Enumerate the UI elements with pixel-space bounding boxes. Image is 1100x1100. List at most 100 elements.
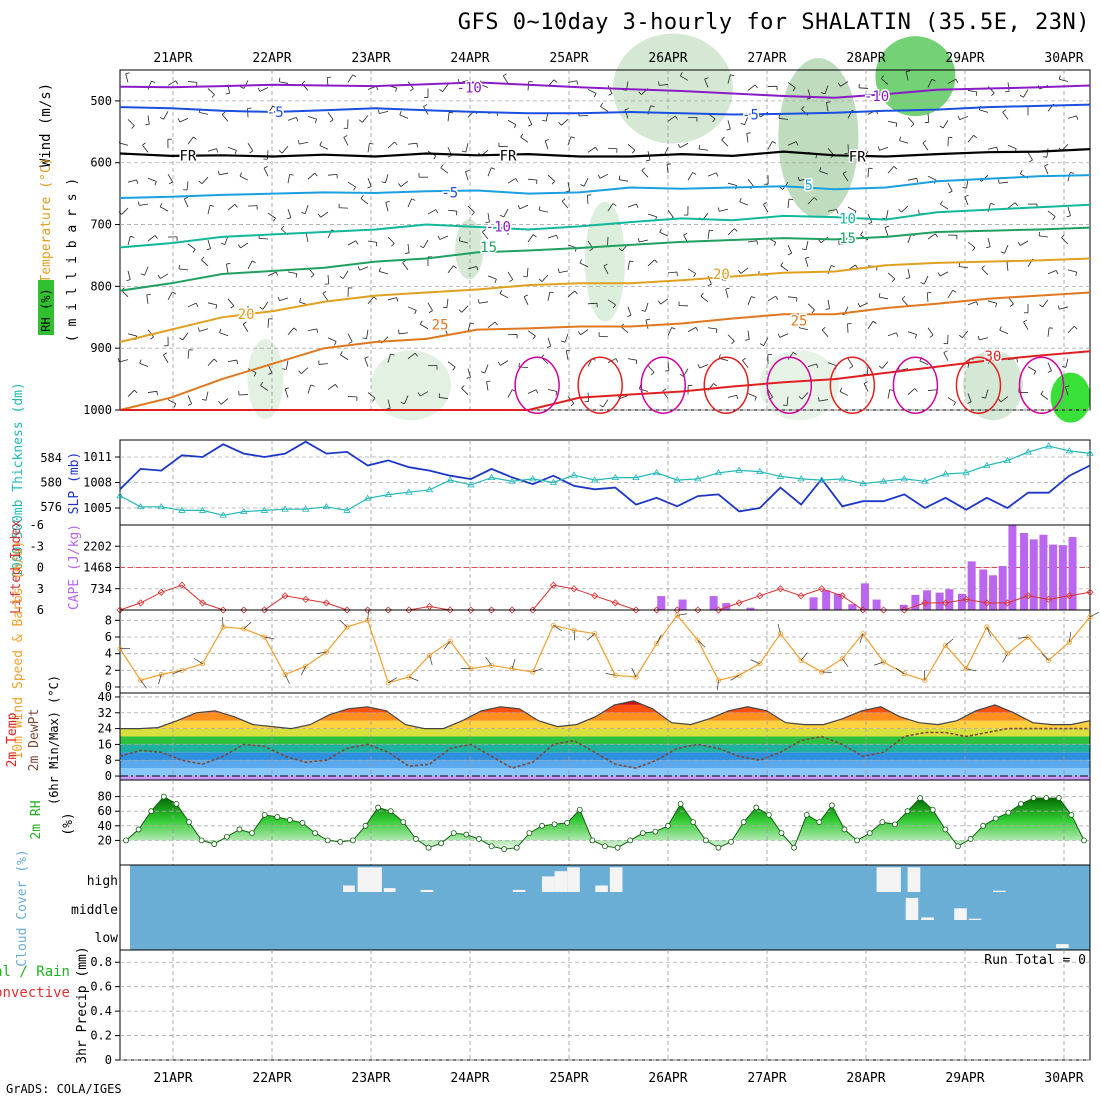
wind-barb-flag [528,124,532,127]
wind-barb-flag [574,290,578,295]
wind-barb [967,241,976,248]
wind-barb-flag [259,306,264,310]
wind-barb-flag [377,109,380,114]
wind-barb [807,363,817,368]
wind-barb [699,148,709,151]
wind-barb-flag [352,74,357,78]
wind-barb [440,167,449,174]
lifted-index-marker [776,585,784,593]
wind-barb [959,115,969,120]
wind-barb [487,321,496,329]
wind-barb [340,354,349,360]
wind-barb [866,365,869,375]
wind-barb-flag [787,252,792,256]
wind-barb-flag [491,167,496,170]
thickness-marker [446,476,454,483]
cape-bar [722,603,731,610]
rh-marker [828,802,835,809]
rh-shading [247,339,284,420]
wind-barb [266,150,269,160]
wind-barb [359,266,369,271]
wind-barb [859,633,864,644]
cape-bar [860,583,869,610]
axis-label: Temperature (°C) [39,157,54,282]
wind-barb [1067,269,1077,273]
wind-barb-flag [613,304,616,309]
y-tick-label: 500 [90,94,112,108]
wind-barb-flag [394,141,398,146]
upper-air-panel: 500 600 700 800 900 1000 -10 -10 -5 -5 FR FR FR -5 5 -1… [38,33,1091,423]
wind-barb-flag [795,141,799,146]
cape-bar [1058,545,1067,610]
wind-barb [1027,366,1036,372]
wind-barb [580,329,589,336]
rh-marker [1005,809,1012,816]
wind-barb [258,237,269,240]
wind-barb-flag [125,72,130,75]
wind-barb [962,330,969,338]
wind-speed-marker [1087,614,1093,620]
wind-barb [867,321,874,329]
y-tick-label: 40 [98,690,112,704]
rh-marker [816,819,823,826]
wind-barb [227,146,237,151]
wind-barb [583,178,589,187]
wind-barb [880,78,889,85]
wind-barb-flag [695,327,699,332]
wind-barb [807,197,815,205]
y-tick-label: 1468 [83,561,112,575]
wind-barb [999,181,1009,184]
wind-barb [647,365,655,373]
wind-barb [644,302,649,312]
wind-barb [707,230,710,240]
wind-barb [167,399,177,405]
wind-barb-flag [570,136,575,139]
wind-barb [827,209,837,212]
wind-barb [707,172,717,177]
wind-barb [402,262,409,271]
wind-barb-flag [742,357,746,361]
wind-barb [511,659,516,669]
wind-barb [587,302,598,305]
wind-barb-flag [334,341,337,346]
wind-barb-flag [715,328,718,333]
lifted-index-marker [281,592,289,600]
wind-barb [284,388,289,398]
wind-barb-flag [1002,109,1007,113]
wind-barb [927,389,938,391]
wind-barb-flag [659,228,662,233]
thickness-marker [219,511,227,518]
lifted-index-marker [260,606,269,614]
wind-barb-flag [849,365,854,369]
wind-barb-flag [878,293,881,298]
wind-barb-flag [704,77,709,80]
thickness-line [119,445,1091,516]
wind-barb [887,389,891,399]
wind-barb-flag [466,376,471,379]
wind-speed-marker [530,669,536,675]
wind-barb-flag [409,88,414,92]
wind-barb [147,115,150,125]
wind-barb-flag [201,256,205,261]
wind-barb [479,301,489,304]
wind-barb-flag [730,74,735,77]
wind-barb [667,209,674,218]
cloud-block [567,867,580,892]
precip-panel: 0.8 0.6 0.4 0.2 0 Run Total = 0 3hr Precip (mm… [0,946,1091,1067]
y-tick-label: 2202 [83,539,112,553]
wind-barb-flag [476,266,479,271]
wind-barb [943,352,949,361]
rh-marker [223,833,230,840]
wind-barb-flag [322,290,327,294]
wind-speed-marker [633,674,639,680]
wind-barb-flag [272,105,277,109]
wind-barb [119,359,129,363]
wind-barb [387,399,391,409]
wind-barb-flag [213,358,218,363]
wind-barb-flag [163,352,167,356]
wind-barb [842,658,849,668]
cape-bar [923,590,932,610]
rh-shading [963,350,1023,421]
wind-barb-flag [319,141,322,146]
wind-barb [1047,210,1056,217]
